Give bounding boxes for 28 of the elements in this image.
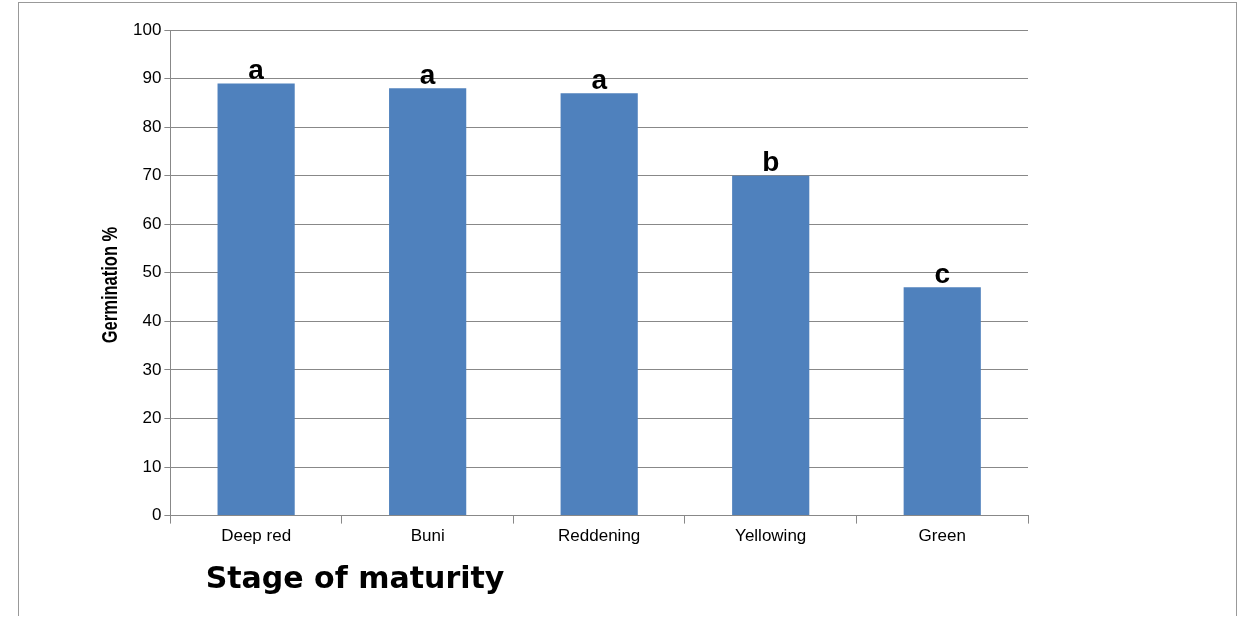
x-tick-label: Yellowing	[735, 526, 807, 546]
y-tick-label: 100	[132, 19, 162, 39]
y-tick-label: 0	[151, 505, 162, 525]
annotation: a	[248, 54, 265, 86]
y-tick-label: 60	[142, 213, 162, 233]
x-axis-title: Stage of maturity	[204, 560, 506, 595]
x-tick-label: Reddening	[558, 526, 641, 546]
bar	[389, 88, 467, 516]
bar	[903, 287, 981, 516]
x-tick-label: Deep red	[221, 526, 292, 546]
y-axis-title: Germination %	[97, 226, 123, 344]
bar	[217, 83, 295, 516]
annotation: a	[591, 63, 608, 95]
y-tick-label: 90	[142, 68, 162, 88]
y-tick-label: 80	[142, 116, 162, 136]
y-tick-label: 50	[142, 262, 162, 282]
y-tick-label: 30	[142, 359, 162, 379]
annotation: b	[762, 146, 780, 178]
x-tick-label: Green	[918, 526, 966, 546]
annotation: a	[419, 58, 436, 90]
y-tick-label: 10	[142, 456, 162, 476]
x-tick-label: Buni	[410, 526, 445, 546]
y-tick-label: 20	[142, 408, 162, 428]
bar	[560, 93, 638, 516]
y-tick-label: 70	[142, 165, 162, 185]
annotation: c	[934, 258, 951, 290]
y-tick-label: 40	[142, 311, 162, 331]
bar	[732, 175, 810, 516]
